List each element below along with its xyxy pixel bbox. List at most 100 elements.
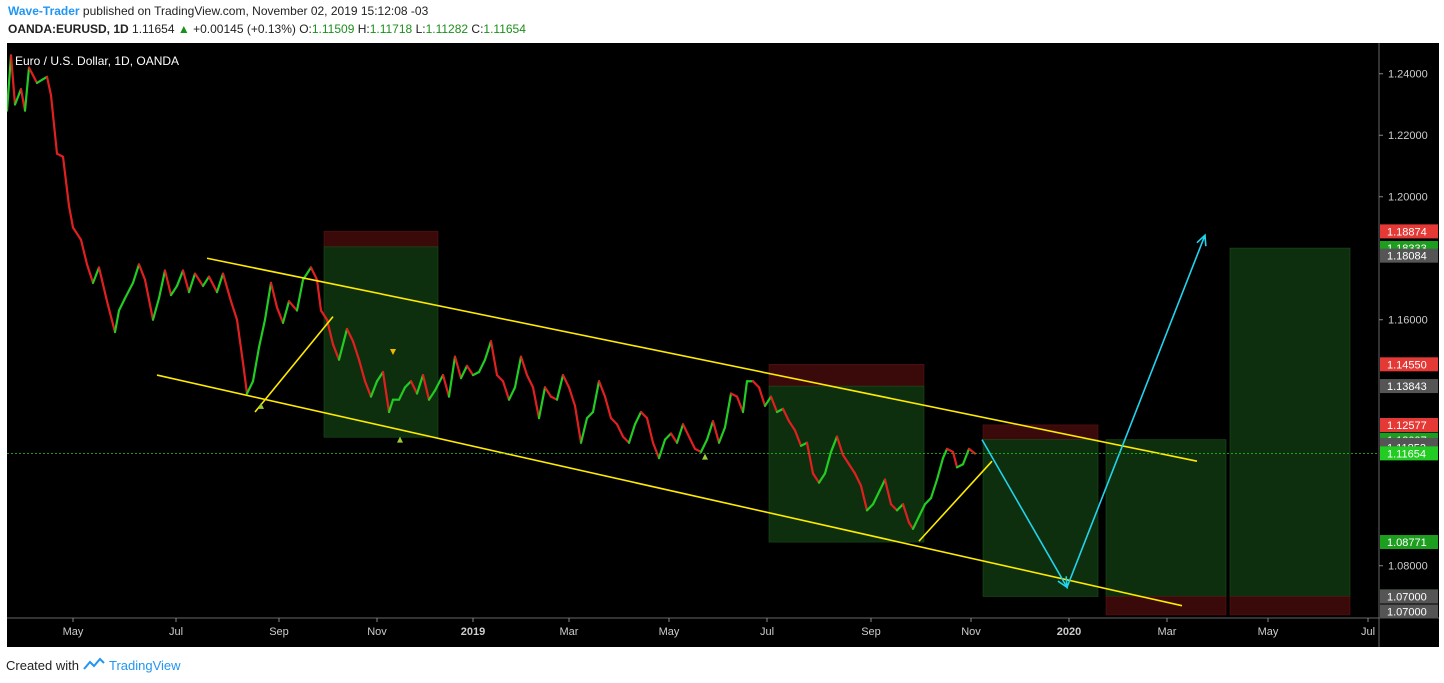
x-tick-label: May — [659, 626, 680, 638]
price-segment — [369, 380, 379, 398]
price-segment — [143, 278, 155, 321]
price-segment — [483, 340, 493, 361]
price-segment — [337, 327, 349, 361]
price-segment — [729, 392, 739, 398]
price-segment — [459, 364, 469, 380]
x-tick-label: Jul — [1361, 626, 1375, 638]
price-segment — [49, 94, 59, 155]
publish-line: Wave-Trader published on TradingView.com… — [8, 4, 428, 18]
stop-zone — [323, 230, 439, 248]
price-segment — [447, 355, 457, 398]
channel-lower-line — [156, 374, 1183, 607]
target-zone — [982, 439, 1099, 597]
price-segment — [853, 472, 863, 487]
price-segment — [531, 386, 541, 420]
tradingview-logo-icon — [83, 657, 105, 674]
price-segment — [681, 423, 691, 438]
x-tick-label: Sep — [269, 626, 289, 638]
price-segment — [433, 373, 445, 392]
price-segment — [221, 272, 233, 303]
price-segment — [257, 318, 267, 349]
x-tick-label: May — [1258, 626, 1279, 638]
price-segment — [61, 155, 71, 208]
price-segment — [923, 496, 933, 506]
price-segment — [471, 370, 481, 377]
price-segment — [805, 441, 815, 475]
price-segment — [151, 297, 161, 321]
price-segment — [163, 269, 173, 297]
price-segment — [357, 358, 367, 383]
chart-canvas[interactable]: 1.24000 1.22000 1.20000 1.16000 1.08000 1.188… — [5, 43, 1439, 647]
price-segment — [71, 226, 83, 241]
price-segment — [235, 318, 245, 364]
price-segment — [525, 373, 535, 389]
x-tick-label: Mar — [560, 626, 579, 638]
x-tick-label: Mar — [1158, 626, 1177, 638]
price-segment — [735, 395, 745, 414]
price-segment — [945, 447, 955, 454]
signal-marker — [397, 436, 403, 443]
price-segment — [763, 395, 773, 407]
price-segment — [751, 380, 761, 389]
price-segment — [935, 457, 945, 481]
price-segment — [775, 407, 785, 414]
price-segment — [207, 275, 219, 294]
price-segment — [427, 389, 437, 401]
y-tick-label: 1.08000 — [1388, 561, 1428, 573]
target-zone — [323, 246, 439, 438]
price-tag — [1380, 446, 1438, 461]
high-value: 1.11718 — [369, 22, 413, 36]
price-segment — [193, 272, 205, 288]
price-tag-label: 1.12577 — [1387, 420, 1427, 432]
stop-zone — [1105, 596, 1227, 616]
price-tag-label: 1.13843 — [1387, 381, 1427, 393]
price-segment — [465, 364, 475, 377]
x-tick-label: Nov — [367, 626, 387, 638]
author-link[interactable]: Wave-Trader — [8, 4, 80, 18]
price-segment — [537, 386, 547, 420]
price-segment — [245, 380, 255, 395]
tradingview-link[interactable]: TradingView — [108, 658, 181, 673]
price-tag-label: 1.18874 — [1387, 226, 1427, 238]
price-segment — [67, 204, 75, 229]
signal-marker — [258, 402, 264, 409]
price-segment — [175, 269, 185, 288]
price-segment — [45, 75, 53, 97]
target-zone — [1105, 439, 1227, 597]
up-arrow-head — [1196, 233, 1207, 247]
price-tag-label: 1.11654 — [1387, 448, 1426, 460]
price-segment — [889, 503, 899, 512]
price-segment — [453, 355, 463, 380]
price-change: +0.00145 (+0.13%) — [193, 22, 296, 36]
price-segment — [787, 420, 797, 432]
price-segment — [811, 472, 821, 484]
x-tick-label: Jul — [169, 626, 183, 638]
stop-zone — [1229, 596, 1351, 616]
price-segment — [609, 417, 619, 426]
price-segment — [741, 380, 749, 414]
price-segment — [955, 463, 965, 469]
price-segment — [13, 88, 23, 106]
price-segment — [381, 370, 391, 414]
price-segment — [105, 300, 117, 334]
price-segment — [567, 386, 577, 407]
signal-marker — [702, 453, 708, 460]
low-label: L: — [415, 22, 426, 36]
price-tag-label: 1.18084 — [1387, 251, 1427, 263]
open-label: O: — [299, 22, 312, 36]
price-segment — [865, 503, 875, 512]
price-segment — [181, 269, 191, 294]
price-segment — [711, 420, 721, 444]
price-segment — [187, 272, 197, 294]
price-segment — [561, 373, 571, 389]
price-segment — [693, 447, 703, 454]
x-tick-label: Nov — [961, 626, 981, 638]
price-segment — [951, 450, 959, 469]
price-segment — [23, 66, 31, 112]
price-tag — [1380, 535, 1438, 550]
price-chart[interactable]: 1.24000 1.22000 1.20000 1.16000 1.08000 1.188… — [5, 43, 1439, 647]
price-segment — [883, 478, 893, 506]
price-segment — [705, 420, 715, 441]
footer: Created with TradingView — [6, 657, 181, 674]
price-segment — [79, 238, 89, 266]
